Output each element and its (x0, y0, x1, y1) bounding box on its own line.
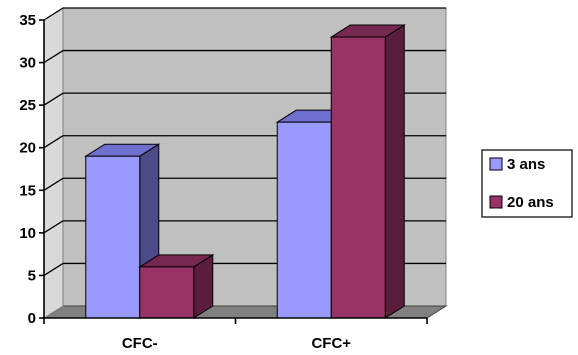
y-tick-label: 30 (19, 55, 36, 72)
x-tick-label: CFC- (122, 335, 158, 352)
bar-front (86, 156, 140, 318)
y-tick-label: 15 (19, 182, 36, 199)
x-tick-label: CFC+ (311, 335, 351, 352)
y-tick-label: 20 (19, 140, 36, 157)
y-tick-label: 0 (28, 310, 36, 327)
legend-label-20-ans: 20 ans (507, 194, 554, 211)
legend: 3 ans 20 ans (482, 150, 572, 217)
side-wall (44, 8, 63, 318)
bar-20-ans-CFC+ (331, 25, 404, 318)
y-tick-label: 5 (28, 267, 36, 284)
legend-swatch-20-ans (490, 196, 502, 208)
y-tick-label: 35 (19, 12, 36, 29)
legend-swatch-3-ans (490, 158, 502, 170)
bar-front (331, 37, 385, 318)
y-tick-label: 10 (19, 225, 36, 242)
bar-20-ans-CFC- (140, 255, 213, 318)
bar-front (277, 122, 331, 318)
legend-label-3-ans: 3 ans (507, 156, 545, 173)
bar-front (140, 267, 194, 318)
bar-side (385, 25, 404, 318)
y-tick-label: 25 (19, 97, 36, 114)
